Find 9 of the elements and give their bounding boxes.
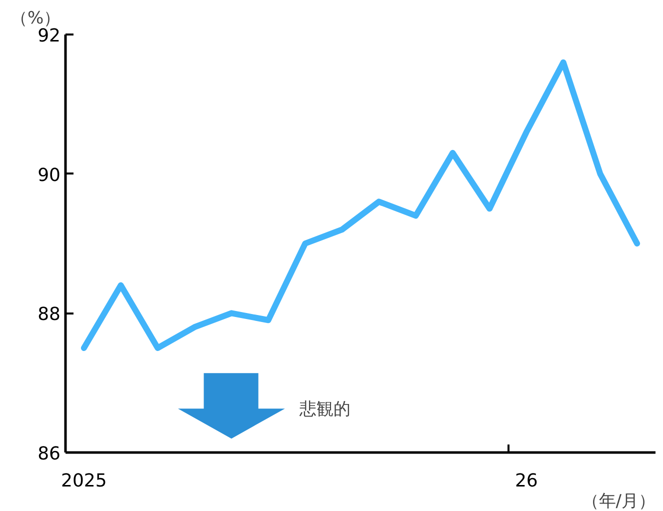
y-tick-label: 90 bbox=[38, 164, 60, 186]
x-tick-label: 2025 bbox=[61, 470, 107, 492]
annotation: 悲観的 bbox=[298, 399, 351, 420]
y-tick-label: 86 bbox=[38, 444, 60, 464]
y-tick-label: 88 bbox=[38, 304, 60, 326]
x-axis-title: （年/月） bbox=[582, 492, 656, 511]
y-axis-title: （%） bbox=[10, 8, 61, 28]
y-tick-label: 92 bbox=[38, 26, 60, 46]
x-tick-label: 26 bbox=[514, 470, 538, 492]
